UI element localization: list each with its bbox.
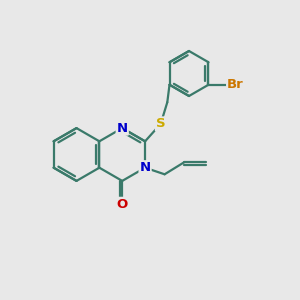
Text: S: S [156,117,166,130]
Text: O: O [117,198,128,211]
Text: N: N [140,161,151,174]
Text: Br: Br [227,78,244,91]
Text: N: N [117,122,128,135]
